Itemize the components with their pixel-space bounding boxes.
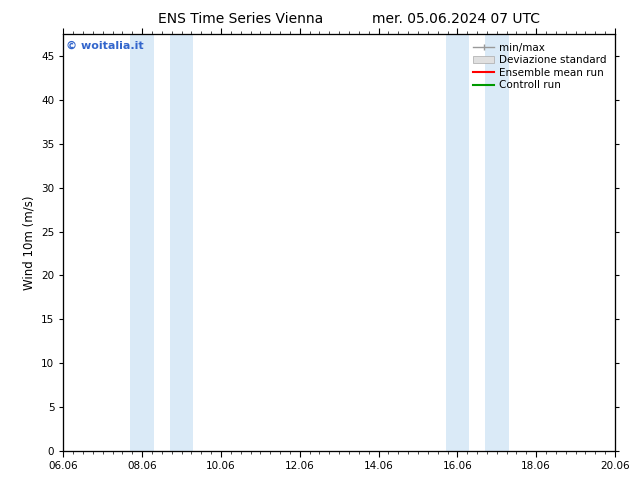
Text: © woitalia.it: © woitalia.it [66,41,144,50]
Bar [446,34,469,451]
Text: mer. 05.06.2024 07 UTC: mer. 05.06.2024 07 UTC [373,12,540,26]
Legend: min/max, Deviazione standard, Ensemble mean run, Controll run: min/max, Deviazione standard, Ensemble m… [470,40,610,94]
Bar [131,34,154,451]
Text: ENS Time Series Vienna: ENS Time Series Vienna [158,12,323,26]
Y-axis label: Wind 10m (m/s): Wind 10m (m/s) [23,196,36,290]
Bar [485,34,508,451]
Bar [170,34,193,451]
